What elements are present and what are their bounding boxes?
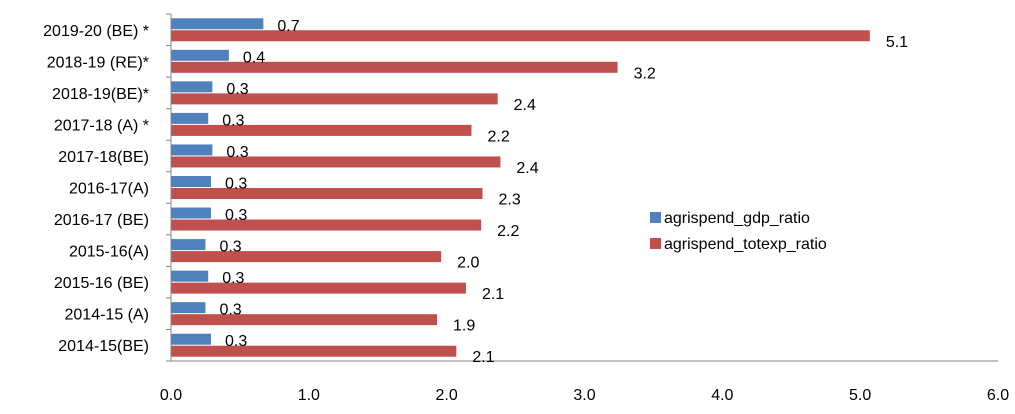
gdp-ratio-bar <box>171 270 209 282</box>
totexp-ratio-bar <box>171 124 472 136</box>
gdp-ratio-bar <box>171 333 211 345</box>
totexp-ratio-bar <box>171 219 482 231</box>
gdp-ratio-data-label: 0.3 <box>219 302 241 319</box>
legend-swatch-totexp-ratio <box>650 238 661 249</box>
gdp-ratio-bar <box>171 144 213 156</box>
totexp-ratio-bar <box>171 282 466 294</box>
x-tick-label: 5.0 <box>849 387 871 404</box>
totexp-ratio-data-label: 1.9 <box>453 318 475 335</box>
category-label: 2018-19 (RE)* <box>47 54 149 71</box>
totexp-ratio-data-label: 5.1 <box>886 34 908 51</box>
x-tick-label: 1.0 <box>298 387 320 404</box>
gdp-ratio-data-label: 0.3 <box>222 270 244 287</box>
category-label: 2019-20 (BE) * <box>43 23 149 40</box>
totexp-ratio-data-label: 2.2 <box>497 223 519 240</box>
totexp-ratio-data-label: 2.2 <box>487 128 509 145</box>
totexp-ratio-data-label: 2.0 <box>457 255 479 272</box>
totexp-ratio-bar <box>171 345 457 357</box>
category-label: 2017-18 (A) * <box>54 117 149 134</box>
category-label: 2015-16(A) <box>69 244 149 261</box>
chart-legend: agrispend_gdp_ratio agrispend_totexp_rati… <box>650 210 827 253</box>
gdp-ratio-bar <box>171 112 209 124</box>
totexp-ratio-data-label: 2.1 <box>472 349 494 366</box>
category-label: 2018-19(BE)* <box>52 86 149 103</box>
gdp-ratio-data-label: 0.3 <box>225 176 247 193</box>
totexp-ratio-bar <box>171 251 442 263</box>
gdp-ratio-bar <box>171 239 206 251</box>
x-tick-label: 3.0 <box>573 387 595 404</box>
x-tick-label: 4.0 <box>711 387 733 404</box>
category-label: 2014-15(BE) <box>58 338 149 355</box>
gdp-ratio-data-label: 0.3 <box>226 81 248 98</box>
axes-layer <box>166 13 998 362</box>
totexp-ratio-bar <box>171 93 498 105</box>
gdp-ratio-bar <box>171 81 213 93</box>
gdp-ratio-data-label: 0.7 <box>277 18 299 35</box>
gdp-ratio-data-label: 0.3 <box>225 207 247 224</box>
x-tick-label: 6.0 <box>987 387 1009 404</box>
gdp-ratio-data-label: 0.4 <box>243 49 265 66</box>
category-label: 2017-18(BE) <box>58 149 149 166</box>
gdp-ratio-data-label: 0.3 <box>225 333 247 350</box>
category-label: 2016-17(A) <box>69 181 149 198</box>
totexp-ratio-bar <box>171 156 501 168</box>
category-label: 2016-17 (BE) <box>54 212 149 229</box>
gdp-ratio-data-label: 0.3 <box>226 144 248 161</box>
gdp-ratio-data-label: 0.3 <box>222 112 244 129</box>
bars-layer <box>171 18 870 357</box>
totexp-ratio-data-label: 2.4 <box>516 160 538 177</box>
category-label: 2014-15 (A) <box>65 307 150 324</box>
gdp-ratio-bar <box>171 18 264 30</box>
category-label: 2015-16 (BE) <box>54 275 149 292</box>
gdp-ratio-data-label: 0.3 <box>219 239 241 256</box>
legend-swatch-gdp-ratio <box>650 212 661 223</box>
totexp-ratio-data-label: 3.2 <box>634 65 656 82</box>
totexp-ratio-data-label: 2.3 <box>499 192 521 209</box>
legend-label-gdp-ratio: agrispend_gdp_ratio <box>664 210 810 227</box>
labels-layer: 2014-15(BE) 0.3 2.1 2014-15 (A) 0.3 1.9 2015-1… <box>43 18 1009 404</box>
totexp-ratio-data-label: 2.4 <box>514 97 536 114</box>
gdp-ratio-bar <box>171 302 206 314</box>
totexp-ratio-bar <box>171 314 438 326</box>
gdp-ratio-bar <box>171 49 229 61</box>
totexp-ratio-bar <box>171 61 618 73</box>
x-tick-label: 2.0 <box>436 387 458 404</box>
gdp-ratio-bar <box>171 176 211 187</box>
x-tick-label: 0.0 <box>160 387 182 404</box>
gdp-ratio-bar <box>171 207 211 219</box>
totexp-ratio-data-label: 2.1 <box>482 286 504 303</box>
legend-label-totexp-ratio: agrispend_totexp_ratio <box>664 236 827 253</box>
totexp-ratio-bar <box>171 30 870 42</box>
totexp-ratio-bar <box>171 188 483 199</box>
